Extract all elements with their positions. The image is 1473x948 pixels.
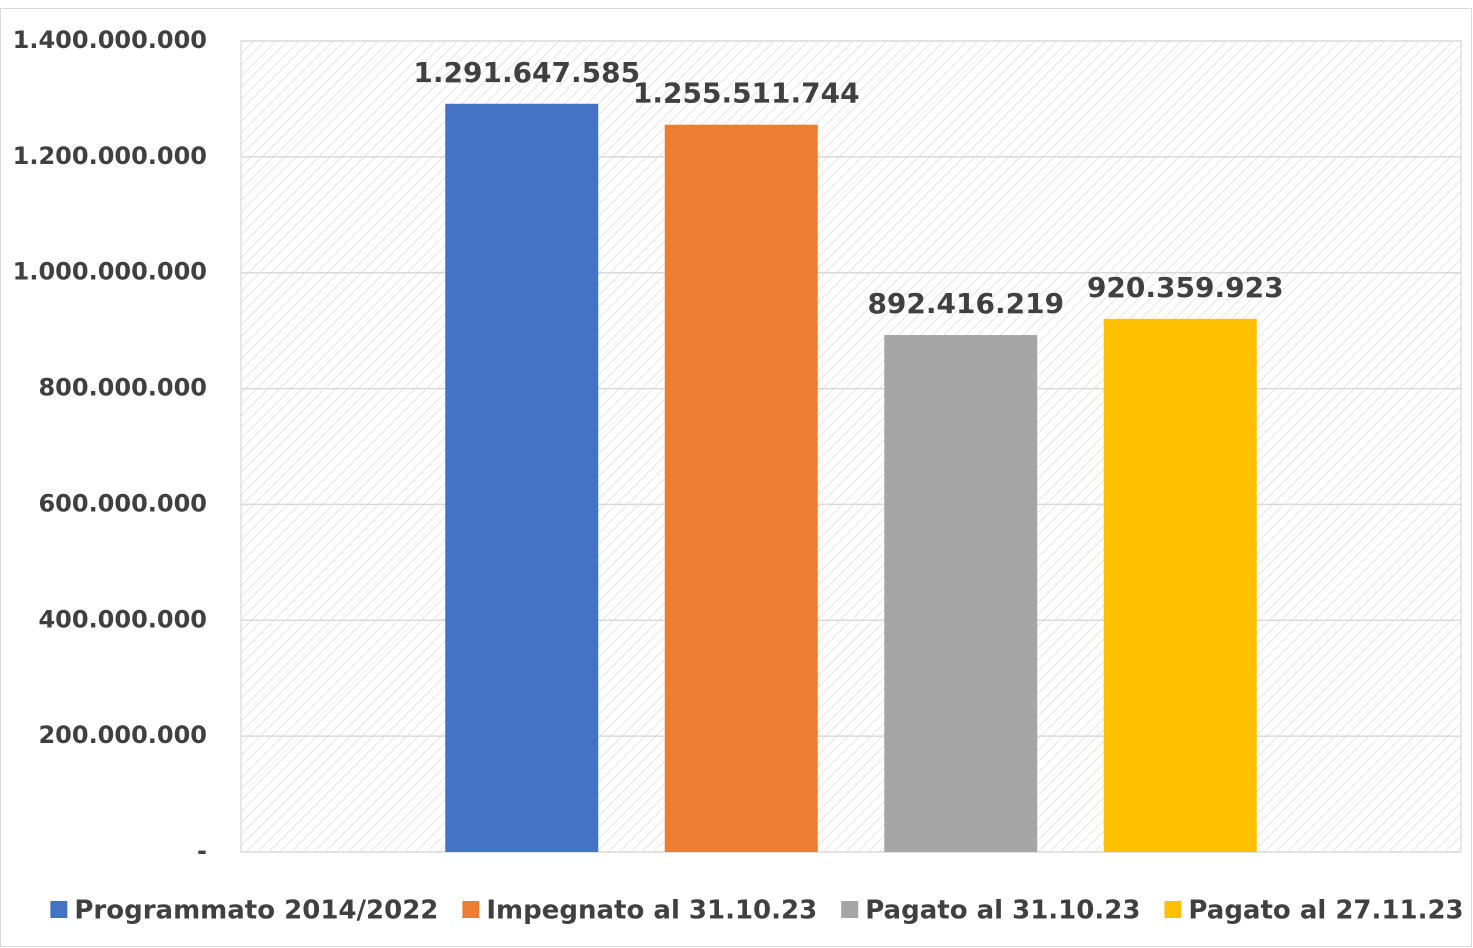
bar xyxy=(445,103,599,852)
legend-label: Impegnato al 31.10.23 xyxy=(486,896,817,926)
bar xyxy=(884,335,1038,853)
y-tick-label: - xyxy=(197,837,207,865)
data-label: 892.416.219 xyxy=(867,287,1064,320)
data-label: 1.291.647.585 xyxy=(413,56,640,89)
y-tick-label: 200.000.000 xyxy=(38,721,207,749)
y-tick-label: 400.000.000 xyxy=(38,605,207,633)
y-tick-label: 800.000.000 xyxy=(38,374,207,402)
bar xyxy=(664,124,818,853)
bar xyxy=(1103,318,1257,852)
legend-label: Programmato 2014/2022 xyxy=(74,896,438,926)
data-label: 920.359.923 xyxy=(1087,271,1284,304)
plot-area xyxy=(240,40,1462,853)
legend-swatch xyxy=(1164,901,1182,918)
y-tick-label: 1.200.000.000 xyxy=(13,142,207,170)
data-label: 1.255.511.744 xyxy=(633,77,860,110)
legend-label: Pagato al 27.11.23 xyxy=(1188,896,1463,926)
legend-swatch xyxy=(841,901,859,918)
legend-label: Pagato al 31.10.23 xyxy=(865,896,1140,926)
legend-swatch xyxy=(462,901,480,918)
y-tick-label: 1.000.000.000 xyxy=(13,258,207,286)
y-tick-label: 1.400.000.000 xyxy=(13,26,207,54)
legend-swatch xyxy=(50,901,68,918)
y-tick-label: 600.000.000 xyxy=(38,489,207,517)
